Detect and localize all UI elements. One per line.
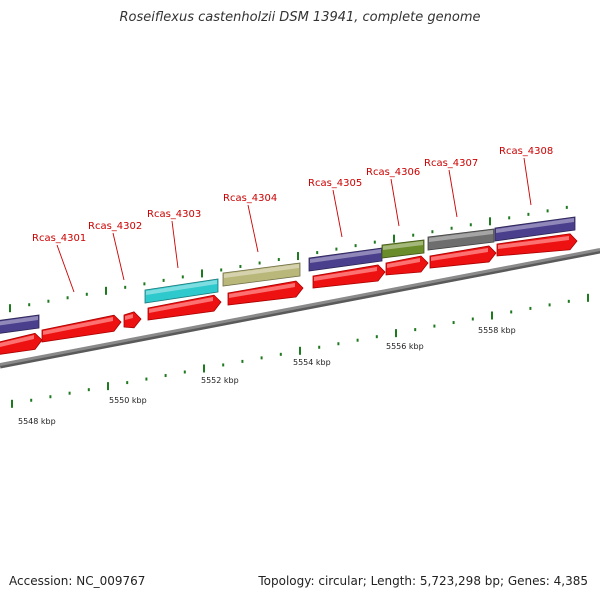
cds-highlight <box>229 283 295 298</box>
leader-line <box>56 244 75 293</box>
map-title: Roseiflexus castenholzii DSM 13941, comp… <box>119 10 481 25</box>
upper-scale-ticks <box>9 205 568 313</box>
gene-label: Rcas_4307 <box>424 158 478 169</box>
gene-label: Rcas_4302 <box>88 221 142 232</box>
feature-track <box>0 216 576 334</box>
gene-label: Rcas_4304 <box>223 193 277 204</box>
feature-highlight <box>224 264 299 278</box>
gene-label: Rcas_4305 <box>308 178 362 189</box>
cds-highlight <box>43 317 113 335</box>
cds-highlight <box>431 248 488 261</box>
leader-line <box>171 220 179 269</box>
lower-scale-ticks <box>11 293 589 408</box>
scale-label: 5554 kbp <box>293 358 331 367</box>
scale-label: 5558 kbp <box>478 326 516 335</box>
scale-label: 5550 kbp <box>109 396 147 405</box>
gene-label: Rcas_4308 <box>499 146 553 157</box>
leader-line <box>247 204 259 253</box>
label-leader-lines <box>56 157 532 293</box>
feature-highlight <box>383 241 423 250</box>
scale-label: 5548 kbp <box>18 417 56 426</box>
feature-highlight <box>146 280 217 295</box>
scale-label: 5552 kbp <box>201 376 239 385</box>
leader-line <box>390 178 400 227</box>
accession-text: Accession: NC_009767 <box>9 574 146 588</box>
backbone-line <box>0 248 600 366</box>
cds-highlight <box>387 258 420 268</box>
genome-summary-text: Topology: circular; Length: 5,723,298 bp… <box>258 574 588 588</box>
cds-highlight <box>149 297 213 313</box>
feature-highlight <box>496 218 574 233</box>
cds-highlight <box>498 236 569 249</box>
feature-highlight <box>429 230 493 242</box>
cds-highlight <box>0 335 34 348</box>
feature-highlight <box>310 249 381 263</box>
backbone-track <box>0 248 600 369</box>
scale-label: 5556 kbp <box>386 342 424 351</box>
leader-line <box>112 232 125 281</box>
cds-highlight <box>314 267 377 281</box>
cds-track <box>0 233 578 355</box>
gene-label: Rcas_4303 <box>147 209 201 220</box>
gene-label: Rcas_4306 <box>366 167 420 178</box>
cds-highlight <box>125 314 133 320</box>
leader-line <box>523 157 532 206</box>
leader-line <box>332 189 343 238</box>
scale-labels: 5548 kbp 5550 kbp 5552 kbp 5554 kbp 5556 kbp… <box>18 326 516 426</box>
feature-highlight <box>0 316 38 326</box>
leader-line <box>448 169 458 218</box>
gene-label: Rcas_4301 <box>32 233 86 244</box>
